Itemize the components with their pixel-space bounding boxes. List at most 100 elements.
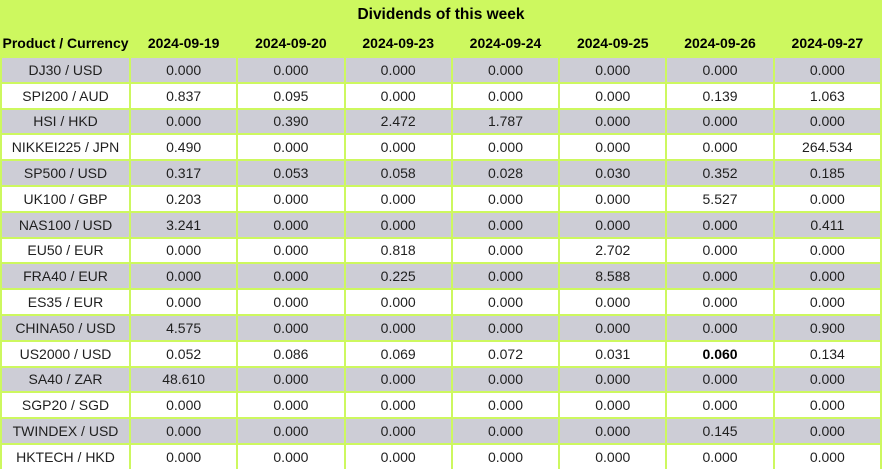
table-row: SP500 / USD 0.317 0.053 0.058 0.028 0.030 0.35… bbox=[0, 159, 882, 187]
dividend-value-cell: 0.000 bbox=[772, 365, 882, 394]
dividend-value-cell: 0.352 bbox=[665, 159, 775, 187]
dividend-value-cell: 0.000 bbox=[343, 442, 453, 469]
dividend-value-cell: 0.000 bbox=[128, 442, 239, 469]
dividend-value-cell: 0.000 bbox=[236, 56, 346, 84]
dividend-value-cell: 0.000 bbox=[128, 417, 239, 445]
dividend-value-cell: 0.000 bbox=[665, 210, 775, 239]
product-cell: HKTECH / HKD bbox=[0, 442, 131, 469]
dividend-value-cell: 0.000 bbox=[450, 236, 561, 265]
dividend-value-cell: 0.000 bbox=[343, 391, 453, 420]
dividend-value-cell: 8.588 bbox=[558, 262, 668, 291]
dividend-value-cell: 0.000 bbox=[236, 236, 346, 265]
table-row: ES35 / EUR 0.000 0.000 0.000 0.000 0.000 0.000… bbox=[0, 288, 882, 316]
dividend-value-cell: 0.000 bbox=[665, 365, 775, 394]
date-column-header: 2024-09-26 bbox=[665, 28, 775, 58]
dividend-value-cell: 0.390 bbox=[236, 107, 346, 136]
table-row: UK100 / GBP 0.203 0.000 0.000 0.000 0.000 5.52… bbox=[0, 184, 882, 213]
dividend-value-cell: 0.000 bbox=[665, 56, 775, 84]
product-cell: SA40 / ZAR bbox=[0, 365, 131, 394]
dividend-value-cell: 0.000 bbox=[450, 288, 561, 316]
product-cell: DJ30 / USD bbox=[0, 56, 131, 84]
dividend-value-cell: 0.000 bbox=[558, 56, 668, 84]
product-cell: SP500 / USD bbox=[0, 159, 131, 187]
date-column-header: 2024-09-24 bbox=[450, 28, 561, 58]
table-row: DJ30 / USD 0.000 0.000 0.000 0.000 0.000 0.000… bbox=[0, 56, 882, 84]
dividend-value-cell: 0.000 bbox=[450, 391, 561, 420]
table-row: CHINA50 / USD 4.575 0.000 0.000 0.000 0.000 0.… bbox=[0, 313, 882, 342]
table-row: NAS100 / USD 3.241 0.000 0.000 0.000 0.000 0.0… bbox=[0, 210, 882, 239]
table-row: EU50 / EUR 0.000 0.000 0.818 0.000 2.702 0.000… bbox=[0, 236, 882, 265]
dividend-value-cell: 0.000 bbox=[772, 107, 882, 136]
dividend-value-cell: 0.000 bbox=[236, 417, 346, 445]
dividends-table: Product / Currency 2024-09-19 2024-09-20 20… bbox=[0, 28, 882, 469]
dividend-value-cell: 0.000 bbox=[450, 365, 561, 394]
dividend-value-cell: 0.058 bbox=[343, 159, 453, 187]
dividend-value-cell: 0.000 bbox=[450, 313, 561, 342]
dividend-value-cell: 0.000 bbox=[450, 262, 561, 291]
dividend-value-cell: 0.000 bbox=[128, 107, 239, 136]
dividend-value-cell: 0.000 bbox=[450, 417, 561, 445]
product-cell: EU50 / EUR bbox=[0, 236, 131, 265]
dividend-value-cell: 0.000 bbox=[450, 210, 561, 239]
product-cell: SGP20 / SGD bbox=[0, 391, 131, 420]
dividend-value-cell: 0.000 bbox=[236, 184, 346, 213]
dividend-value-cell: 0.000 bbox=[558, 210, 668, 239]
dividend-value-cell: 0.145 bbox=[665, 417, 775, 445]
dividend-value-cell: 0.000 bbox=[558, 288, 668, 316]
dividend-value-cell: 2.472 bbox=[343, 107, 453, 136]
dividend-value-cell: 0.000 bbox=[236, 391, 346, 420]
table-row: TWINDEX / USD 0.000 0.000 0.000 0.000 0.000 0.… bbox=[0, 417, 882, 445]
dividend-value-cell: 0.060 bbox=[665, 339, 775, 368]
dividend-value-cell: 0.000 bbox=[343, 56, 453, 84]
dividend-value-cell: 0.900 bbox=[772, 313, 882, 342]
dividend-value-cell: 0.000 bbox=[558, 391, 668, 420]
dividend-value-cell: 0.000 bbox=[665, 391, 775, 420]
dividend-value-cell: 1.787 bbox=[450, 107, 561, 136]
product-currency-header: Product / Currency bbox=[0, 28, 131, 58]
dividend-value-cell: 0.000 bbox=[450, 56, 561, 84]
product-cell: NIKKEI225 / JPN bbox=[0, 133, 131, 162]
dividend-value-cell: 0.490 bbox=[128, 133, 239, 162]
date-column-header: 2024-09-20 bbox=[236, 28, 346, 58]
dividend-value-cell: 0.185 bbox=[772, 159, 882, 187]
dividend-value-cell: 0.000 bbox=[665, 288, 775, 316]
table-row: SA40 / ZAR 48.610 0.000 0.000 0.000 0.000 0.00… bbox=[0, 365, 882, 394]
dividend-value-cell: 1.063 bbox=[772, 81, 882, 110]
dividend-value-cell: 0.411 bbox=[772, 210, 882, 239]
dividend-value-cell: 0.000 bbox=[772, 236, 882, 265]
dividend-value-cell: 0.000 bbox=[558, 417, 668, 445]
product-cell: NAS100 / USD bbox=[0, 210, 131, 239]
dividend-value-cell: 0.000 bbox=[236, 210, 346, 239]
product-cell: HSI / HKD bbox=[0, 107, 131, 136]
dividend-value-cell: 0.000 bbox=[236, 262, 346, 291]
product-cell: UK100 / GBP bbox=[0, 184, 131, 213]
dividend-value-cell: 0.000 bbox=[772, 442, 882, 469]
table-row: NIKKEI225 / JPN 0.490 0.000 0.000 0.000 0.000… bbox=[0, 133, 882, 162]
product-cell: US2000 / USD bbox=[0, 339, 131, 368]
dividend-value-cell: 0.031 bbox=[558, 339, 668, 368]
table-row: US2000 / USD 0.052 0.086 0.069 0.072 0.031 0.0… bbox=[0, 339, 882, 368]
table-row: HKTECH / HKD 0.000 0.000 0.000 0.000 0.000 0.0… bbox=[0, 442, 882, 469]
dividend-value-cell: 0.000 bbox=[128, 262, 239, 291]
dividend-value-cell: 0.069 bbox=[343, 339, 453, 368]
dividend-value-cell: 0.000 bbox=[665, 236, 775, 265]
dividend-value-cell: 0.000 bbox=[772, 417, 882, 445]
dividend-value-cell: 0.000 bbox=[128, 56, 239, 84]
dividend-value-cell: 0.317 bbox=[128, 159, 239, 187]
dividend-value-cell: 4.575 bbox=[128, 313, 239, 342]
dividend-value-cell: 0.000 bbox=[343, 133, 453, 162]
dividend-value-cell: 5.527 bbox=[665, 184, 775, 213]
table-row: SPI200 / AUD 0.837 0.095 0.000 0.000 0.000 0.1… bbox=[0, 81, 882, 110]
dividend-value-cell: 0.000 bbox=[343, 417, 453, 445]
dividend-value-cell: 0.072 bbox=[450, 339, 561, 368]
product-cell: FRA40 / EUR bbox=[0, 262, 131, 291]
dividend-value-cell: 0.000 bbox=[343, 81, 453, 110]
dividend-value-cell: 48.610 bbox=[128, 365, 239, 394]
product-cell: SPI200 / AUD bbox=[0, 81, 131, 110]
dividend-value-cell: 0.000 bbox=[450, 133, 561, 162]
dividend-value-cell: 0.000 bbox=[343, 313, 453, 342]
product-cell: TWINDEX / USD bbox=[0, 417, 131, 445]
dividend-value-cell: 0.000 bbox=[236, 313, 346, 342]
dividend-value-cell: 0.000 bbox=[772, 184, 882, 213]
dividend-value-cell: 0.000 bbox=[450, 442, 561, 469]
